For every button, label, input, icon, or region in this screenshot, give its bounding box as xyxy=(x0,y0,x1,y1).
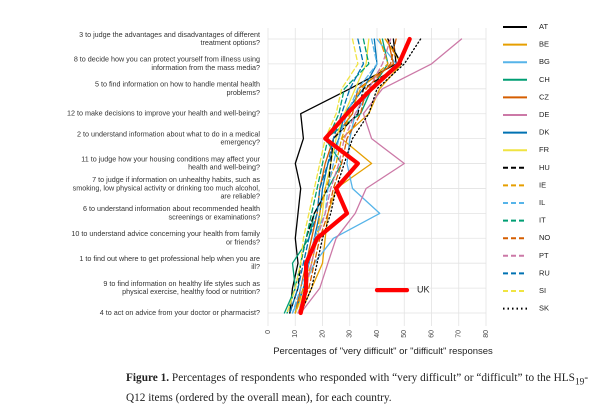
series-line-no xyxy=(297,38,397,314)
category-label: 7 to judge if information on unhealthy h… xyxy=(92,175,260,184)
caption-text-after: -Q12 items (ordered by the overall mean)… xyxy=(126,372,589,405)
x-tick-label: 50 xyxy=(401,330,408,338)
series-line-it xyxy=(286,38,370,314)
legend-label-cz: CZ xyxy=(539,92,549,101)
caption-label: Figure 1. xyxy=(126,372,170,384)
category-label: or friends? xyxy=(226,237,260,246)
caption-text: Percentages of respondents who responded… xyxy=(171,372,575,384)
legend-label-ie: IE xyxy=(539,180,546,189)
series-line-be xyxy=(300,38,403,314)
x-tick-label: 30 xyxy=(347,330,354,338)
legend-label-de: DE xyxy=(539,110,549,119)
category-label: physical exercise, healthy food or nutri… xyxy=(122,287,260,296)
category-label: 5 to find information on how to handle m… xyxy=(95,80,260,89)
series-line-ru xyxy=(289,38,365,314)
legend-label-si: SI xyxy=(539,286,546,295)
uk-annotation: UK xyxy=(374,284,430,294)
chart: 3 to judge the advantages and disadvanta… xyxy=(67,22,550,357)
series-line-uk xyxy=(298,36,412,316)
category-label: 6 to understand information about recomm… xyxy=(83,204,260,213)
category-label: emergency? xyxy=(220,138,260,147)
legend-label-it: IT xyxy=(539,216,546,225)
x-tick-label: 40 xyxy=(374,330,381,338)
category-label: 3 to judge the advantages and disadvanta… xyxy=(79,30,260,39)
series-lines xyxy=(283,36,463,316)
series-line-sk xyxy=(300,38,422,314)
x-axis-ticks: 0 10 20 30 40 50 60 70 80 xyxy=(265,330,490,338)
category-label: 12 to make decisions to improve your hea… xyxy=(67,109,260,118)
figure-caption: Figure 1. Percentages of respondents who… xyxy=(126,370,604,406)
category-label: problems? xyxy=(226,88,260,97)
legend-label-ru: RU xyxy=(539,268,550,277)
x-tick-label: 60 xyxy=(428,330,435,338)
category-labels: 3 to judge the advantages and disadvanta… xyxy=(67,30,261,317)
legend-label-fr: FR xyxy=(539,145,550,154)
category-label: screenings or examinations? xyxy=(169,212,261,221)
category-label: 9 to find information on healthy life st… xyxy=(103,279,260,288)
x-tick-label: 80 xyxy=(483,330,490,338)
category-label: are reliable? xyxy=(220,192,260,201)
x-axis-title: Percentages of "very difficult" or "diff… xyxy=(273,346,493,357)
category-label: 2 to understand information about what t… xyxy=(77,129,260,138)
legend-label-hu: HU xyxy=(539,163,550,172)
category-label: 8 to decide how you can protect yourself… xyxy=(74,55,260,64)
category-label: smoking, low physical activity or drinki… xyxy=(73,183,260,192)
category-label: 11 to judge how your housing conditions … xyxy=(81,154,260,163)
legend-label-be: BE xyxy=(539,40,549,49)
legend-label-dk: DK xyxy=(539,128,549,137)
legend-label-pt: PT xyxy=(539,251,549,260)
category-label: information from the mass media? xyxy=(151,63,260,72)
x-tick-label: 0 xyxy=(265,330,272,334)
series-line-si xyxy=(286,38,359,314)
legend: AT BE BG CH CZ DE DK FR HU IE IL IT NO PT RU SI SK xyxy=(503,22,550,313)
category-label: 1 to find out where to get professional … xyxy=(79,254,260,263)
legend-label-ch: CH xyxy=(539,75,550,84)
uk-annotation-label: UK xyxy=(417,284,430,294)
legend-label-no: NO xyxy=(539,233,550,242)
legend-label-il: IL xyxy=(539,198,545,207)
x-tick-label: 70 xyxy=(456,330,463,338)
x-tick-label: 20 xyxy=(319,330,326,338)
legend-label-sk: SK xyxy=(539,304,549,313)
series-line-pt xyxy=(297,38,392,314)
legend-label-at: AT xyxy=(539,22,548,31)
category-label: treatment options? xyxy=(200,38,260,47)
category-label: ill? xyxy=(251,262,260,271)
category-label: 4 to act on advice from your doctor or p… xyxy=(100,308,260,317)
legend-label-bg: BG xyxy=(539,57,550,66)
category-label: health and well-being? xyxy=(188,163,260,172)
caption-subscript: 19 xyxy=(574,377,585,388)
series-line-de xyxy=(300,38,463,314)
category-label: 10 to understand advice concerning your … xyxy=(71,229,260,238)
x-tick-label: 10 xyxy=(292,330,299,338)
